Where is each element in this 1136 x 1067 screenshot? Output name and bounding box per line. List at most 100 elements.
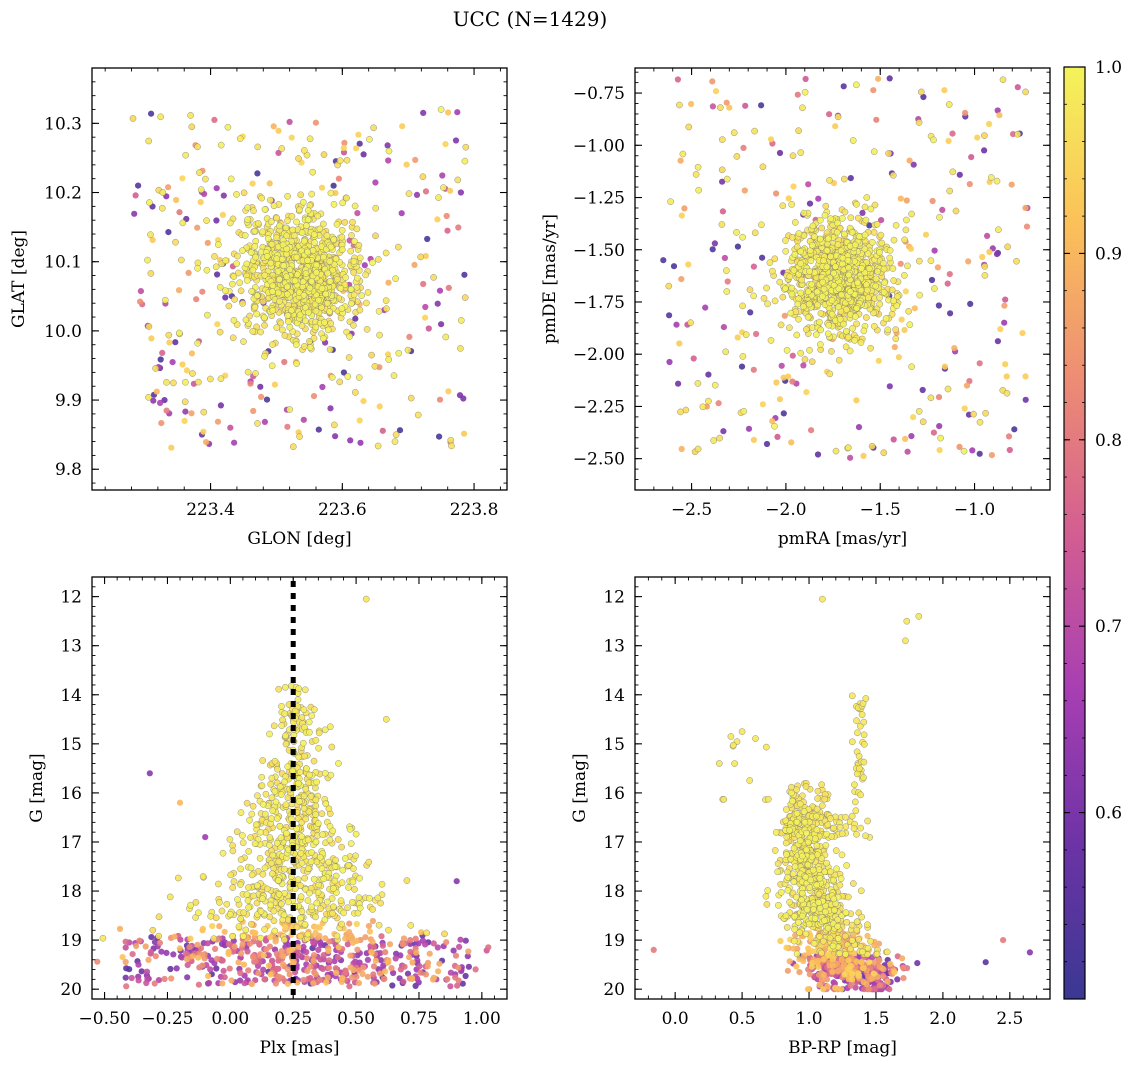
data-point-plx <box>270 722 278 730</box>
data-point-sky <box>219 211 226 218</box>
data-point-pm <box>892 326 900 333</box>
data-point-plx <box>225 941 232 948</box>
data-point-pm <box>859 209 866 216</box>
data-point-plx <box>321 726 329 734</box>
data-point-plx <box>281 936 288 944</box>
data-point-pm <box>797 149 805 156</box>
ytick-label-sky: 9.9 <box>55 391 82 411</box>
data-point-plx <box>161 975 168 983</box>
data-point-plx <box>274 877 282 884</box>
data-point-sky <box>278 145 286 152</box>
data-point-sky <box>420 280 427 288</box>
data-point-sky <box>183 367 190 374</box>
data-point-plx <box>455 977 462 984</box>
data-point-pm <box>724 278 731 285</box>
data-point-pm <box>892 221 900 229</box>
data-point-pm <box>863 194 871 201</box>
data-point-sky <box>356 417 363 424</box>
data-point-plx <box>342 969 349 976</box>
data-point-plx <box>145 956 152 964</box>
data-point-pm <box>944 385 952 393</box>
data-point-pm <box>667 198 674 205</box>
data-point-pm <box>745 425 753 432</box>
data-point-pm <box>1002 361 1009 368</box>
data-point-plx <box>269 851 277 859</box>
data-point-plx <box>370 971 377 978</box>
xtick-label-pm: −2.0 <box>765 500 806 520</box>
data-point-sky <box>404 346 412 354</box>
data-point-pm <box>834 241 842 248</box>
data-point-sky <box>321 319 328 326</box>
data-point-plx <box>204 940 211 947</box>
data-point-sky <box>276 276 283 283</box>
data-point-pm <box>907 245 915 252</box>
data-point-cmd <box>855 970 862 977</box>
data-point-sky <box>319 383 326 391</box>
data-point-plx <box>235 923 243 930</box>
data-point-sky <box>175 329 183 337</box>
data-point-sky <box>179 361 186 368</box>
data-point-sky <box>193 296 200 303</box>
data-point-pm <box>963 382 971 389</box>
data-point-cmd <box>891 969 898 976</box>
data-point-sky <box>303 222 310 229</box>
data-point-plx <box>174 874 182 882</box>
data-point-sky <box>370 124 377 132</box>
ytick-label-plx: 19 <box>60 931 82 951</box>
data-point-plx <box>187 901 194 909</box>
data-point-pm <box>852 241 859 249</box>
data-point-plx <box>382 949 389 956</box>
data-point-sky <box>283 283 291 291</box>
ytick-label-plx: 15 <box>60 735 82 755</box>
data-point-plx <box>261 864 269 872</box>
data-point-plx <box>372 957 379 964</box>
data-point-plx <box>143 979 150 987</box>
data-point-pm <box>935 394 943 401</box>
data-point-plx <box>436 960 443 967</box>
data-point-plx <box>447 969 454 976</box>
data-point-pm <box>817 235 824 243</box>
data-point-sky <box>347 285 355 293</box>
data-point-sky <box>217 141 225 149</box>
xtick-label-plx: 1.00 <box>463 1009 501 1029</box>
data-point-sky <box>169 359 176 366</box>
data-point-plx <box>244 897 252 904</box>
ytick-label-plx: 16 <box>60 784 82 804</box>
data-point-sky <box>305 309 312 316</box>
data-point-plx <box>249 802 257 810</box>
data-point-sky <box>297 191 305 199</box>
data-point-plx <box>435 968 442 975</box>
data-point-pm <box>1001 302 1008 309</box>
data-point-plx <box>312 971 319 978</box>
data-point-sky <box>284 423 291 430</box>
data-point-sky <box>225 302 233 310</box>
data-point-sky <box>145 393 152 401</box>
data-point-pm <box>1008 181 1015 188</box>
data-point-sky <box>259 228 267 236</box>
data-point-pm <box>806 200 814 207</box>
data-point-pm <box>759 254 766 261</box>
data-point-sky <box>338 246 346 253</box>
data-point-cmd <box>821 795 829 803</box>
data-point-plx <box>300 706 308 714</box>
data-point-pm <box>800 303 807 310</box>
data-point-plx <box>282 924 289 931</box>
data-point-pm <box>695 186 703 194</box>
data-point-plx <box>248 980 255 988</box>
data-point-sky <box>318 285 326 292</box>
data-point-pm <box>997 326 1004 333</box>
data-point-sky <box>293 218 300 226</box>
data-point-sky <box>251 227 259 235</box>
data-point-pm <box>824 330 832 338</box>
data-point-sky <box>304 207 312 214</box>
data-point-plx <box>238 950 245 957</box>
data-point-plx <box>295 753 303 761</box>
data-point-pm <box>890 277 897 284</box>
data-point-sky <box>269 341 276 348</box>
data-point-plx <box>312 802 320 810</box>
data-point-cmd <box>894 976 901 983</box>
data-point-plx <box>308 849 315 856</box>
data-point-sky <box>350 291 358 299</box>
data-point-pm <box>808 358 816 366</box>
data-point-cmd <box>829 962 837 969</box>
